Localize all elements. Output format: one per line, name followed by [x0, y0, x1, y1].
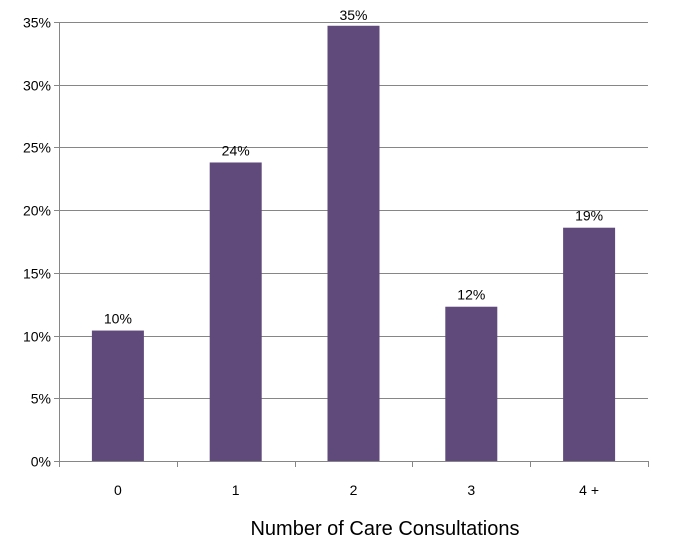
bar: [91, 330, 144, 461]
data-labels: 10% 24% 35% 12% 19%: [104, 7, 603, 327]
data-label: 24%: [222, 142, 250, 158]
x-tick-label: 4 +: [579, 482, 599, 498]
x-axis-title: Number of Care Consultations: [250, 518, 519, 540]
data-label: 12%: [457, 287, 485, 303]
x-tick-label: 2: [350, 482, 358, 498]
bar: [209, 162, 262, 462]
y-tick-label: 35%: [23, 15, 51, 31]
bar: [445, 306, 498, 461]
x-axis-tick-labels: 0 1 2 3 4 +: [114, 482, 599, 498]
bar: [327, 25, 380, 462]
y-tick-label: 10%: [23, 329, 51, 345]
y-tick-label: 5%: [31, 391, 51, 407]
y-tick-label: 0%: [31, 454, 51, 470]
x-tick-label: 0: [114, 482, 122, 498]
y-tick-label: 25%: [23, 140, 51, 156]
data-label: 19%: [575, 208, 603, 224]
bar: [563, 227, 616, 461]
data-label: 35%: [339, 7, 367, 23]
data-label: 10%: [104, 311, 132, 327]
y-axis-tick-labels: 0% 5% 10% 15% 20% 25% 30% 35%: [23, 15, 51, 470]
y-tick-label: 30%: [23, 78, 51, 94]
x-tick-label: 1: [232, 482, 240, 498]
y-tick-label: 20%: [23, 203, 51, 219]
x-tick-label: 3: [467, 482, 475, 498]
axes: [54, 22, 649, 467]
y-tick-label: 15%: [23, 266, 51, 282]
bars: [91, 25, 616, 462]
